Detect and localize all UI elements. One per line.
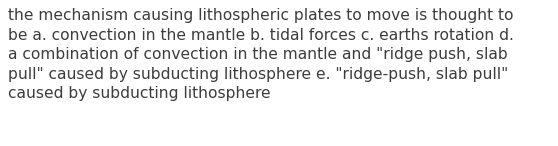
Text: the mechanism causing lithospheric plates to move is thought to
be a. convection: the mechanism causing lithospheric plate…: [8, 8, 514, 101]
